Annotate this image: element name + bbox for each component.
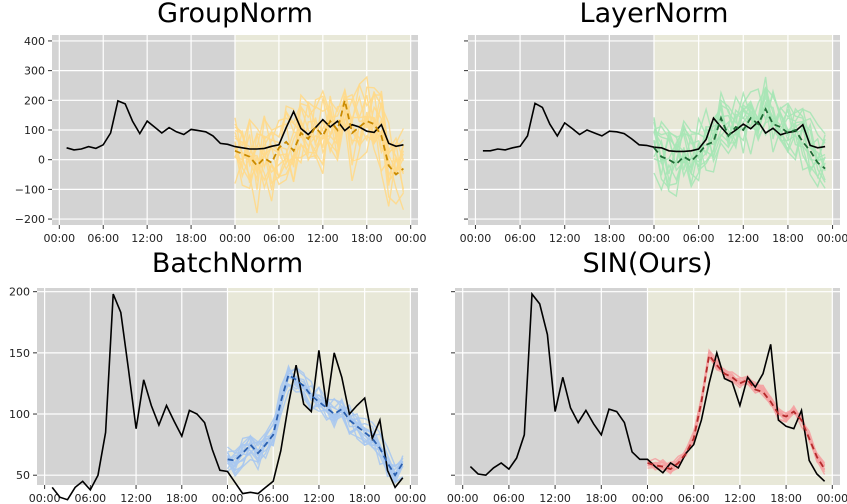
sample-line — [234, 109, 405, 211]
panel-batchnorm: BatchNorm 00:00 06:00 12:00 18:00 00:00 06:00 1… — [9, 248, 426, 504]
history-region — [455, 288, 648, 485]
x-tick-label: 00:00 — [816, 492, 847, 504]
sample-line — [227, 368, 404, 478]
x-tick-label: 18:00 — [175, 232, 207, 245]
panel-layernorm: LayerNorm 00:00 06:00 12:00 18:00 00:00 06:00 1… — [460, 0, 847, 245]
panel-sin: SIN(Ours) 00:00 06:00 12:00 18:00 00:00 06:00 1… — [447, 248, 847, 504]
sample-line — [234, 82, 404, 182]
sample-line — [234, 93, 405, 175]
x-tick-label: 00:00 — [395, 232, 427, 245]
y-tick-label: −200 — [15, 213, 45, 226]
x-tick-label: 00:00 — [29, 492, 61, 504]
sample-line — [234, 105, 405, 191]
y-tick-label: 400 — [24, 35, 45, 48]
y-tick-label: 300 — [24, 65, 45, 78]
x-tick-label: 18:00 — [166, 492, 198, 504]
sample-line — [647, 352, 826, 474]
x-tick-label: 06:00 — [493, 492, 525, 504]
x-tick-label: 06:00 — [263, 232, 295, 245]
y-tick-label: 100 — [24, 124, 45, 137]
x-tick-label: 00:00 — [395, 492, 427, 504]
x-tick-label: 18:00 — [594, 232, 626, 245]
ground-truth-line — [66, 99, 404, 151]
x-tick-label: 00:00 — [43, 232, 75, 245]
x-tick-label: 06:00 — [87, 232, 119, 245]
y-tick-label: 100 — [9, 408, 30, 421]
x-tick-label: 00:00 — [447, 492, 479, 504]
x-tick-label: 18:00 — [585, 492, 617, 504]
x-tick-label: 00:00 — [632, 492, 664, 504]
y-tick-label: 200 — [24, 94, 45, 107]
y-tick-label: 200 — [9, 286, 30, 299]
x-tick-label: 12:00 — [120, 492, 152, 504]
x-tick-label: 00:00 — [460, 232, 492, 245]
x-tick-label: 00:00 — [638, 232, 670, 245]
sample-line — [226, 375, 404, 482]
x-tick-label: 00:00 — [219, 232, 251, 245]
x-tick-label: 06:00 — [678, 492, 710, 504]
x-tick-label: 06:00 — [257, 492, 289, 504]
x-tick-label: 12:00 — [307, 232, 339, 245]
x-tick-label: 18:00 — [349, 492, 381, 504]
panel-title: BatchNorm — [152, 248, 303, 279]
x-tick-label: 18:00 — [772, 232, 804, 245]
ground-truth-line — [482, 102, 826, 153]
x-tick-label: 12:00 — [131, 232, 163, 245]
history-region — [410, 288, 418, 485]
x-tick-label: 12:00 — [303, 492, 335, 504]
panel-title: GroupNorm — [157, 0, 313, 29]
sample-line — [653, 76, 826, 181]
x-tick-label: 06:00 — [74, 492, 106, 504]
ground-truth-line — [469, 291, 826, 482]
x-tick-label: 06:00 — [683, 232, 715, 245]
panel-groupnorm: GroupNorm 00:00 06:00 12:00 18:00 00:00 06:00 1… — [15, 0, 427, 245]
y-tick-label: −100 — [15, 183, 45, 196]
y-tick-label: 150 — [9, 347, 30, 360]
sample-line — [653, 86, 826, 162]
y-tick-label: 0 — [38, 154, 45, 167]
sample-line — [234, 91, 405, 170]
sample-line — [653, 100, 826, 189]
sample-mean-line — [227, 373, 404, 477]
sample-mean-line — [647, 353, 826, 471]
sample-mean-line — [234, 100, 404, 176]
x-tick-label: 00:00 — [817, 232, 847, 245]
x-tick-label: 18:00 — [351, 232, 383, 245]
panel-title: LayerNorm — [580, 0, 729, 29]
sample-line — [227, 365, 404, 476]
y-tick-label: 50 — [16, 469, 30, 482]
x-tick-label: 12:00 — [727, 232, 759, 245]
x-tick-label: 12:00 — [724, 492, 756, 504]
x-tick-label: 06:00 — [504, 232, 536, 245]
history-region — [832, 288, 840, 485]
x-tick-label: 12:00 — [549, 232, 581, 245]
panel-title: SIN(Ours) — [583, 248, 713, 279]
ground-truth-line — [51, 293, 404, 501]
x-tick-label: 12:00 — [539, 492, 571, 504]
sample-line — [653, 103, 826, 198]
x-tick-label: 00:00 — [212, 492, 244, 504]
history-region — [37, 288, 228, 485]
x-tick-label: 18:00 — [770, 492, 802, 504]
